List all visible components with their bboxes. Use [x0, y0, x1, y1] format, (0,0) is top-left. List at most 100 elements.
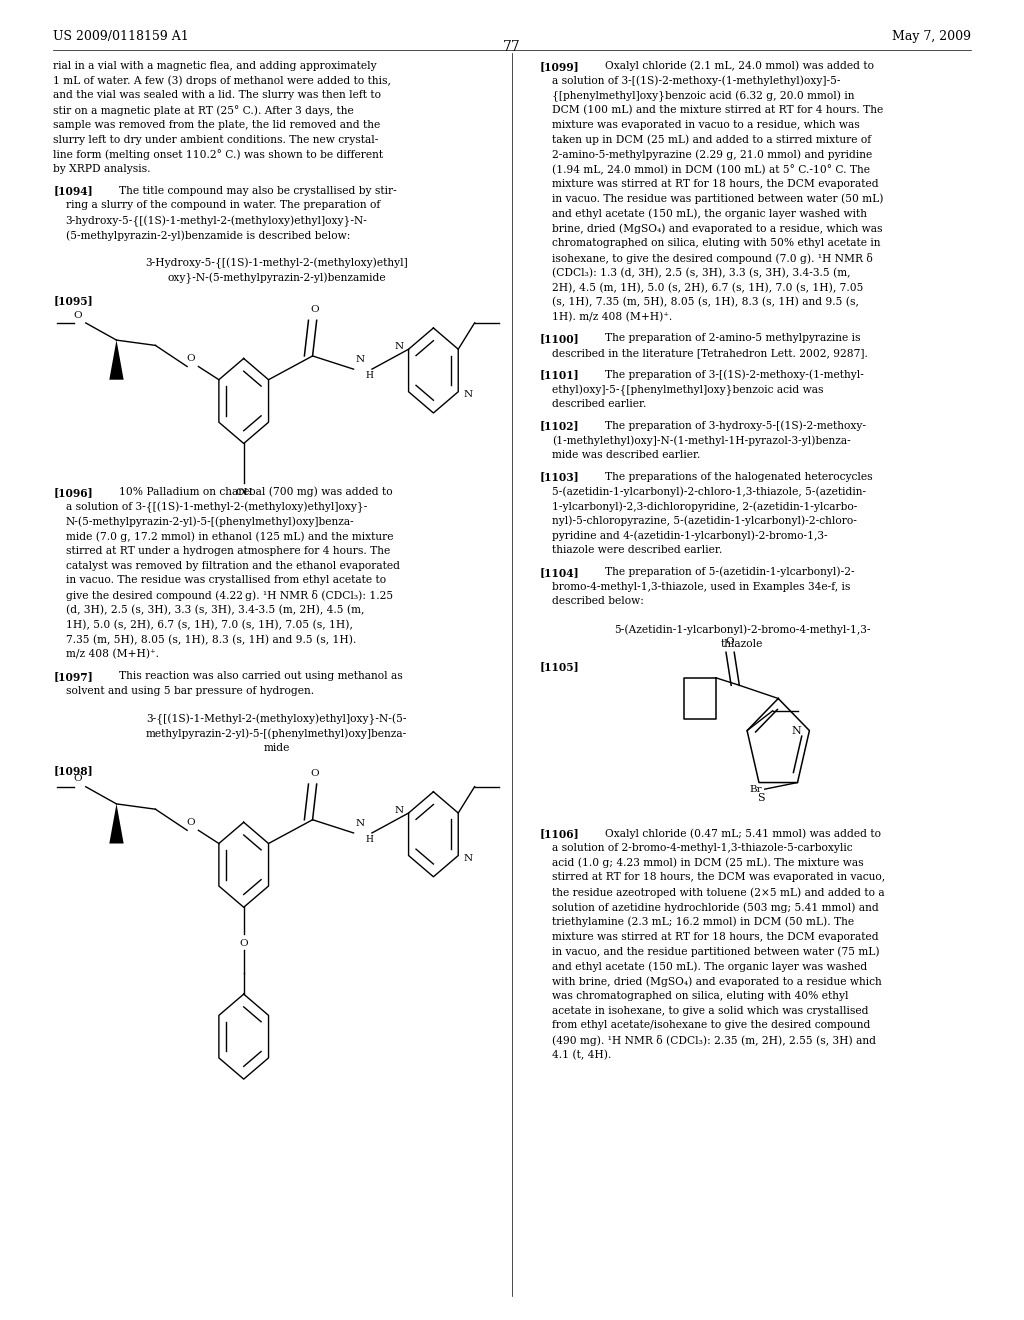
Text: sample was removed from the plate, the lid removed and the: sample was removed from the plate, the l…: [53, 120, 381, 129]
Text: H: H: [366, 836, 374, 843]
Text: [1103]: [1103]: [540, 471, 580, 483]
Text: [1097]: [1097]: [53, 671, 93, 681]
Text: The preparations of the halogenated heterocycles: The preparations of the halogenated hete…: [605, 471, 872, 482]
Text: N: N: [463, 854, 472, 862]
Text: The preparation of 2-amino-5 methylpyrazine is: The preparation of 2-amino-5 methylpyraz…: [605, 334, 861, 343]
Text: 2-amino-5-methylpyrazine (2.29 g, 21.0 mmol) and pyridine: 2-amino-5-methylpyrazine (2.29 g, 21.0 m…: [552, 149, 872, 160]
Text: O: O: [73, 310, 82, 319]
Text: a solution of 3-[(1S)-2-methoxy-(1-methylethyl)oxy]-5-: a solution of 3-[(1S)-2-methoxy-(1-methy…: [552, 75, 841, 86]
Text: and ethyl acetate (150 mL). The organic layer was washed: and ethyl acetate (150 mL). The organic …: [552, 961, 867, 972]
Text: ring a slurry of the compound in water. The preparation of: ring a slurry of the compound in water. …: [66, 201, 380, 210]
Text: OH: OH: [234, 488, 253, 498]
Text: [1094]: [1094]: [53, 186, 93, 197]
Text: S: S: [757, 793, 765, 803]
Text: in vacuo. The residue was crystallised from ethyl acetate to: in vacuo. The residue was crystallised f…: [66, 576, 386, 586]
Polygon shape: [110, 341, 124, 380]
Text: N: N: [394, 342, 403, 351]
Text: (s, 1H), 7.35 (m, 5H), 8.05 (s, 1H), 8.3 (s, 1H) and 9.5 (s,: (s, 1H), 7.35 (m, 5H), 8.05 (s, 1H), 8.3…: [552, 297, 859, 308]
Text: [1096]: [1096]: [53, 487, 93, 498]
Text: 4.1 (t, 4H).: 4.1 (t, 4H).: [552, 1049, 611, 1060]
Text: taken up in DCM (25 mL) and added to a stirred mixture of: taken up in DCM (25 mL) and added to a s…: [552, 135, 871, 145]
Text: 5-(Azetidin-1-ylcarbonyl)-2-bromo-4-methyl-1,3-: 5-(Azetidin-1-ylcarbonyl)-2-bromo-4-meth…: [614, 624, 870, 635]
Text: [1104]: [1104]: [540, 566, 580, 578]
Text: 77: 77: [503, 40, 521, 54]
Text: chromatographed on silica, eluting with 50% ethyl acetate in: chromatographed on silica, eluting with …: [552, 238, 881, 248]
Text: give the desired compound (4.22 g). ¹H NMR δ (CDCl₃): 1.25: give the desired compound (4.22 g). ¹H N…: [66, 590, 392, 601]
Text: Br: Br: [749, 784, 762, 793]
Text: mixture was stirred at RT for 18 hours, the DCM evaporated: mixture was stirred at RT for 18 hours, …: [552, 180, 879, 189]
Text: 5-(azetidin-1-ylcarbonyl)-2-chloro-1,3-thiazole, 5-(azetidin-: 5-(azetidin-1-ylcarbonyl)-2-chloro-1,3-t…: [552, 486, 866, 496]
Text: 3-{[(1S)-1-Methyl-2-(methyloxy)ethyl]oxy}-N-(5-: 3-{[(1S)-1-Methyl-2-(methyloxy)ethyl]oxy…: [146, 714, 407, 725]
Text: {[phenylmethyl]oxy}benzoic acid (6.32 g, 20.0 mmol) in: {[phenylmethyl]oxy}benzoic acid (6.32 g,…: [552, 90, 854, 102]
Text: 7.35 (m, 5H), 8.05 (s, 1H), 8.3 (s, 1H) and 9.5 (s, 1H).: 7.35 (m, 5H), 8.05 (s, 1H), 8.3 (s, 1H) …: [66, 635, 356, 645]
Text: O: O: [310, 305, 318, 314]
Text: (1.94 mL, 24.0 mmol) in DCM (100 mL) at 5° C.-10° C. The: (1.94 mL, 24.0 mmol) in DCM (100 mL) at …: [552, 164, 870, 174]
Text: This reaction was also carried out using methanol as: This reaction was also carried out using…: [119, 671, 402, 681]
Text: [1095]: [1095]: [53, 294, 93, 306]
Text: from ethyl acetate/isohexane to give the desired compound: from ethyl acetate/isohexane to give the…: [552, 1020, 870, 1031]
Text: mide was described earlier.: mide was described earlier.: [552, 450, 700, 461]
Text: N-(5-methylpyrazin-2-yl)-5-[(phenylmethyl)oxy]benza-: N-(5-methylpyrazin-2-yl)-5-[(phenylmethy…: [66, 516, 354, 527]
Text: line form (melting onset 110.2° C.) was shown to be different: line form (melting onset 110.2° C.) was …: [53, 149, 383, 160]
Text: US 2009/0118159 A1: US 2009/0118159 A1: [53, 30, 189, 44]
Text: DCM (100 mL) and the mixture stirred at RT for 4 hours. The: DCM (100 mL) and the mixture stirred at …: [552, 106, 883, 115]
Text: [1101]: [1101]: [540, 370, 580, 380]
Text: 2H), 4.5 (m, 1H), 5.0 (s, 2H), 6.7 (s, 1H), 7.0 (s, 1H), 7.05: 2H), 4.5 (m, 1H), 5.0 (s, 2H), 6.7 (s, 1…: [552, 282, 863, 293]
Text: 3-Hydroxy-5-{[(1S)-1-methyl-2-(methyloxy)ethyl]: 3-Hydroxy-5-{[(1S)-1-methyl-2-(methyloxy…: [145, 257, 408, 269]
Text: O: O: [310, 768, 318, 777]
Polygon shape: [110, 804, 124, 843]
Text: [1102]: [1102]: [540, 421, 580, 432]
Text: slurry left to dry under ambient conditions. The new crystal-: slurry left to dry under ambient conditi…: [53, 135, 379, 145]
Text: N: N: [394, 807, 403, 814]
Text: stirred at RT under a hydrogen atmosphere for 4 hours. The: stirred at RT under a hydrogen atmospher…: [66, 546, 390, 556]
Text: 1H), 5.0 (s, 2H), 6.7 (s, 1H), 7.0 (s, 1H), 7.05 (s, 1H),: 1H), 5.0 (s, 2H), 6.7 (s, 1H), 7.0 (s, 1…: [66, 620, 352, 630]
Text: with brine, dried (MgSO₄) and evaporated to a residue which: with brine, dried (MgSO₄) and evaporated…: [552, 975, 882, 986]
Text: stirred at RT for 18 hours, the DCM was evaporated in vacuo,: stirred at RT for 18 hours, the DCM was …: [552, 873, 885, 883]
Text: 10% Palladium on charcoal (700 mg) was added to: 10% Palladium on charcoal (700 mg) was a…: [119, 487, 392, 498]
Text: (d, 3H), 2.5 (s, 3H), 3.3 (s, 3H), 3.4-3.5 (m, 2H), 4.5 (m,: (d, 3H), 2.5 (s, 3H), 3.3 (s, 3H), 3.4-3…: [66, 605, 364, 615]
Text: rial in a vial with a magnetic flea, and adding approximately: rial in a vial with a magnetic flea, and…: [53, 61, 377, 71]
Text: described below:: described below:: [552, 597, 644, 606]
Text: N: N: [355, 820, 365, 828]
Text: by XRPD analysis.: by XRPD analysis.: [53, 164, 151, 174]
Text: mide: mide: [263, 743, 290, 754]
Text: m/z 408 (M+H)⁺.: m/z 408 (M+H)⁺.: [66, 649, 159, 660]
Text: O: O: [186, 818, 196, 826]
Text: Oxalyl chloride (0.47 mL; 5.41 mmol) was added to: Oxalyl chloride (0.47 mL; 5.41 mmol) was…: [605, 828, 882, 838]
Text: bromo-4-methyl-1,3-thiazole, used in Examples 34e-f, is: bromo-4-methyl-1,3-thiazole, used in Exa…: [552, 582, 850, 591]
Text: the residue azeotroped with toluene (2×5 mL) and added to a: the residue azeotroped with toluene (2×5…: [552, 887, 885, 898]
Text: in vacuo, and the residue partitioned between water (75 mL): in vacuo, and the residue partitioned be…: [552, 946, 880, 957]
Text: N: N: [792, 726, 801, 735]
Text: was chromatographed on silica, eluting with 40% ethyl: was chromatographed on silica, eluting w…: [552, 991, 849, 1001]
Text: ethyl)oxy]-5-{[phenylmethyl]oxy}benzoic acid was: ethyl)oxy]-5-{[phenylmethyl]oxy}benzoic …: [552, 384, 823, 396]
Text: solvent and using 5 bar pressure of hydrogen.: solvent and using 5 bar pressure of hydr…: [66, 685, 313, 696]
Text: O: O: [240, 939, 248, 948]
Text: O: O: [186, 354, 196, 363]
Text: [1106]: [1106]: [540, 828, 580, 840]
Text: The preparation of 3-[(1S)-2-methoxy-(1-methyl-: The preparation of 3-[(1S)-2-methoxy-(1-…: [605, 370, 864, 380]
Text: The preparation of 3-hydroxy-5-[(1S)-2-methoxy-: The preparation of 3-hydroxy-5-[(1S)-2-m…: [605, 421, 866, 432]
Text: 1 mL of water. A few (3) drops of methanol were added to this,: 1 mL of water. A few (3) drops of methan…: [53, 75, 391, 86]
Text: [1099]: [1099]: [540, 61, 580, 71]
Text: [1098]: [1098]: [53, 766, 93, 776]
Text: in vacuo. The residue was partitioned between water (50 mL): in vacuo. The residue was partitioned be…: [552, 194, 884, 205]
Text: O: O: [73, 775, 82, 783]
Text: triethylamine (2.3 mL; 16.2 mmol) in DCM (50 mL). The: triethylamine (2.3 mL; 16.2 mmol) in DCM…: [552, 917, 854, 928]
Text: described in the literature [Tetrahedron Lett. 2002, 9287].: described in the literature [Tetrahedron…: [552, 348, 867, 358]
Text: 1H). m/z 408 (M+H)⁺.: 1H). m/z 408 (M+H)⁺.: [552, 312, 672, 322]
Text: a solution of 2-bromo-4-methyl-1,3-thiazole-5-carboxylic: a solution of 2-bromo-4-methyl-1,3-thiaz…: [552, 843, 853, 853]
Text: pyridine and 4-(azetidin-1-ylcarbonyl)-2-bromo-1,3-: pyridine and 4-(azetidin-1-ylcarbonyl)-2…: [552, 531, 827, 541]
Text: The preparation of 5-(azetidin-1-ylcarbonyl)-2-: The preparation of 5-(azetidin-1-ylcarbo…: [605, 566, 855, 577]
Text: (490 mg). ¹H NMR δ (CDCl₃): 2.35 (m, 2H), 2.55 (s, 3H) and: (490 mg). ¹H NMR δ (CDCl₃): 2.35 (m, 2H)…: [552, 1035, 876, 1045]
Text: N: N: [355, 355, 365, 364]
Text: acid (1.0 g; 4.23 mmol) in DCM (25 mL). The mixture was: acid (1.0 g; 4.23 mmol) in DCM (25 mL). …: [552, 858, 863, 869]
Text: described earlier.: described earlier.: [552, 399, 646, 409]
Text: thiazole were described earlier.: thiazole were described earlier.: [552, 545, 722, 556]
Text: thiazole: thiazole: [721, 639, 764, 649]
Text: 3-hydroxy-5-{[(1S)-1-methyl-2-(methyloxy)ethyl]oxy}-N-: 3-hydroxy-5-{[(1S)-1-methyl-2-(methyloxy…: [66, 215, 368, 227]
Text: solution of azetidine hydrochloride (503 mg; 5.41 mmol) and: solution of azetidine hydrochloride (503…: [552, 902, 879, 912]
Text: May 7, 2009: May 7, 2009: [892, 30, 971, 44]
Text: mixture was stirred at RT for 18 hours, the DCM evaporated: mixture was stirred at RT for 18 hours, …: [552, 932, 879, 941]
Text: O: O: [726, 636, 734, 645]
Text: [1100]: [1100]: [540, 334, 580, 345]
